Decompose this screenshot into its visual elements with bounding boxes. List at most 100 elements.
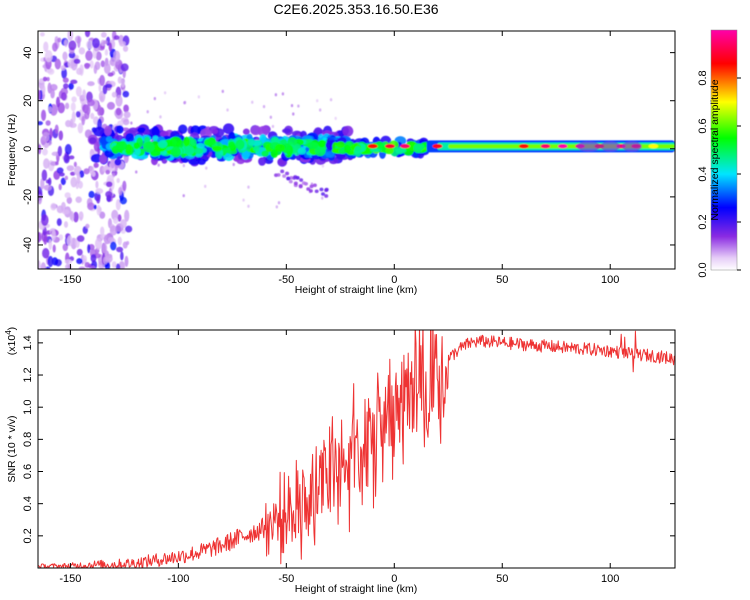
colorbar-tick-label: 0.0: [697, 262, 709, 277]
spectrogram-cell: [282, 128, 292, 134]
colorbar-ticks: 0.0 0.2 0.4 0.6 0.8: [697, 70, 741, 278]
spectrogram-cell: [137, 127, 146, 134]
x-tick-label: -150: [59, 573, 81, 585]
y-tick-label: 0.8: [22, 432, 34, 447]
spectrogram-cell: [107, 72, 114, 77]
spectrogram-cell: [99, 211, 106, 219]
spectrogram-cell: [94, 61, 101, 71]
spectrogram-cell: [324, 194, 329, 198]
spectrogram-cell: [282, 174, 287, 178]
spectrogram-cell: [87, 244, 91, 254]
spectrogram-cell: [79, 170, 85, 178]
spectrogram-cell: [58, 234, 64, 241]
spectrogram-cell: [314, 189, 319, 194]
spectrogram-cell: [204, 138, 216, 146]
spectrogram-cell: [63, 221, 69, 228]
spectrogram-x-ticks: -150 -100 -50 0 50 100: [59, 31, 619, 286]
spectrogram-cell: [104, 49, 109, 56]
spectrogram-cell: [109, 225, 118, 236]
spectrogram-hotspot: [432, 143, 443, 149]
spectrogram-cell: [329, 98, 333, 102]
spectrogram-cell: [47, 82, 52, 94]
spectrogram-cell: [69, 122, 77, 128]
spectrogram-cell: [299, 178, 304, 182]
spectrogram-cell: [49, 127, 53, 140]
spectrogram-cell: [334, 116, 337, 121]
spectrogram-cell: [133, 142, 140, 150]
spectrogram-cell: [90, 153, 102, 163]
spectrogram-cell: [163, 91, 167, 95]
spectrogram-cell: [182, 164, 186, 168]
spectrogram-cell: [114, 158, 122, 166]
spectrogram-cell: [194, 147, 204, 154]
spectrogram-cell: [55, 161, 59, 166]
spectrogram-cell: [335, 141, 346, 149]
spectrogram-cell: [111, 261, 117, 269]
spectrogram-cell: [85, 223, 90, 229]
spectrogram-cell: [85, 50, 93, 61]
spectrogram-cell: [42, 76, 48, 82]
spectrogram-cell: [70, 171, 76, 176]
spectrogram-cell: [105, 191, 113, 198]
spectrogram-cell: [56, 96, 60, 108]
spectrogram-cell: [116, 246, 124, 253]
spectrogram-cell: [38, 89, 41, 101]
x-tick-label: -150: [59, 274, 81, 286]
spectrogram-cell: [152, 135, 159, 142]
spectrogram-cell: [277, 201, 281, 205]
spectrogram-cell: [309, 184, 314, 189]
spectrogram-cell: [64, 259, 73, 265]
spectrogram-cell: [38, 231, 42, 243]
spectrogram-cell: [44, 266, 51, 269]
colorbar-label: Normalized spectral amplitude: [709, 79, 721, 220]
spectrogram-cell: [76, 248, 83, 256]
spectrogram-cell: [100, 31, 107, 38]
spectrogram-cell: [269, 115, 273, 119]
spectrogram-cell: [286, 176, 291, 181]
spectrogram-cell: [52, 42, 58, 52]
spectrogram-cell: [88, 137, 97, 144]
spectrogram-cell: [413, 143, 423, 154]
spectrogram-cell: [63, 83, 69, 90]
spectrogram-cell: [343, 144, 351, 154]
spectrogram-cell: [321, 164, 325, 168]
spectrogram-cell: [43, 158, 50, 169]
spectrogram-cell: [40, 262, 47, 269]
spectrogram-cell: [100, 60, 105, 68]
spectrogram-hotspot: [400, 143, 411, 149]
spectrogram-cell: [118, 261, 126, 269]
spectrogram-cell: [59, 172, 65, 177]
spectrogram-cell: [78, 211, 84, 221]
spectrogram-cell: [107, 174, 114, 182]
spectrogram-cell: [319, 187, 324, 192]
spectrogram-cell: [123, 111, 131, 119]
x-tick-label: 0: [391, 573, 397, 585]
spectrogram-cell: [247, 204, 250, 208]
spectrogram-cell: [70, 79, 78, 85]
spectrogram-cell: [320, 192, 325, 196]
spectrogram-cell: [90, 254, 97, 263]
spectrogram-cell: [43, 41, 49, 52]
spectrogram-cell: [41, 109, 47, 121]
spectrogram-cell: [76, 235, 85, 242]
spectrogram-cell: [61, 209, 70, 215]
spectrogram-cell: [159, 115, 162, 119]
spectrogram-cell: [42, 131, 50, 143]
spectrogram-cell: [169, 136, 182, 148]
spectrogram-cell: [280, 138, 287, 145]
spectrogram-cell: [63, 154, 70, 164]
spectrogram-cell: [354, 145, 362, 157]
spectrogram-cell: [153, 96, 157, 101]
spectrogram-cell: [146, 110, 149, 114]
spectrogram-cell: [97, 104, 102, 116]
spectrogram-cell: [183, 136, 191, 147]
spectrogram-cell: [108, 42, 113, 52]
spectrogram-cell: [69, 210, 73, 221]
spectrogram-cell: [70, 176, 78, 188]
spectrogram-cell: [87, 81, 95, 87]
spectrogram-cell: [76, 67, 83, 75]
spectrogram-cell: [226, 108, 229, 112]
spectrogram-cell: [375, 141, 384, 149]
spectrogram-cell: [158, 140, 168, 149]
